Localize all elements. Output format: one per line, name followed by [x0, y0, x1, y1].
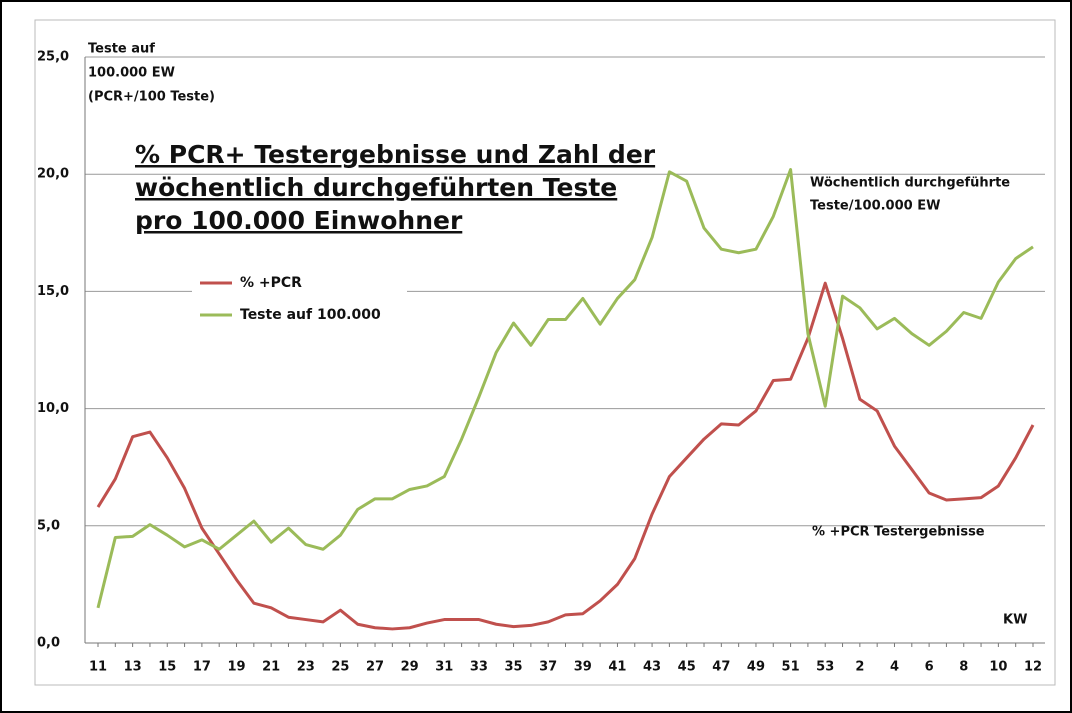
x-tick-label: 25 — [331, 660, 349, 675]
x-tick-label: 23 — [297, 660, 315, 675]
x-axis-title: KW — [1003, 613, 1027, 628]
y-tick-label: 0,0 — [37, 636, 60, 651]
y-tick-label: 10,0 — [37, 401, 69, 416]
x-tick-label: 21 — [262, 660, 280, 675]
legend-label: Teste auf 100.000 — [240, 307, 381, 323]
x-tick-label: 17 — [193, 660, 211, 675]
legend-label: % +PCR — [240, 275, 302, 291]
x-tick-label: 6 — [925, 660, 934, 675]
x-tick-label: 53 — [816, 660, 834, 675]
x-tick-label: 2 — [855, 660, 864, 675]
chart-area — [34, 19, 1056, 686]
x-tick-label: 8 — [959, 660, 968, 675]
x-tick-label: 47 — [712, 660, 730, 675]
x-tick-label: 13 — [124, 660, 142, 675]
y-axis-title: 100.000 EW — [88, 66, 175, 81]
x-tick-label: 43 — [643, 660, 661, 675]
chart-title: pro 100.000 Einwohner — [135, 206, 463, 235]
data-line — [96, 168, 1034, 609]
x-tick-label: 11 — [89, 660, 107, 675]
x-tick-label: 10 — [989, 660, 1007, 675]
annotation: Teste/100.000 EW — [810, 199, 940, 214]
legend-box — [192, 266, 407, 332]
x-tick-label: 12 — [1024, 660, 1042, 675]
x-tick-label: 37 — [539, 660, 557, 675]
x-tick-label: 19 — [227, 660, 245, 675]
x-tick-label: 29 — [401, 660, 419, 675]
y-tick-label: 20,0 — [37, 167, 69, 182]
x-tick-label: 51 — [782, 660, 800, 675]
data-line — [96, 281, 1035, 631]
x-tick-label: 31 — [435, 660, 453, 675]
y-tick-label: 25,0 — [37, 50, 69, 65]
x-tick-label: 4 — [890, 660, 899, 675]
x-tick-label: 27 — [366, 660, 384, 675]
chart-title: % PCR+ Testergebnisse und Zahl der — [135, 140, 656, 169]
x-tick-label: 33 — [470, 660, 488, 675]
x-tick-label: 41 — [608, 660, 626, 675]
annotation: % +PCR Testergebnisse — [812, 525, 985, 540]
x-tick-label: 45 — [678, 660, 696, 675]
annotation: Wöchentlich durchgeführte — [810, 176, 1010, 191]
x-tick-label: 35 — [505, 660, 523, 675]
chart-title: wöchentlich durchgeführten Teste — [135, 173, 617, 202]
y-axis-title: (PCR+/100 Teste) — [88, 90, 215, 105]
x-tick-label: 49 — [747, 660, 765, 675]
x-tick-label: 39 — [574, 660, 592, 675]
x-tick-label: 15 — [158, 660, 176, 675]
y-tick-label: 15,0 — [37, 284, 69, 299]
y-tick-label: 5,0 — [37, 518, 60, 533]
y-axis-title: Teste auf — [88, 42, 155, 57]
